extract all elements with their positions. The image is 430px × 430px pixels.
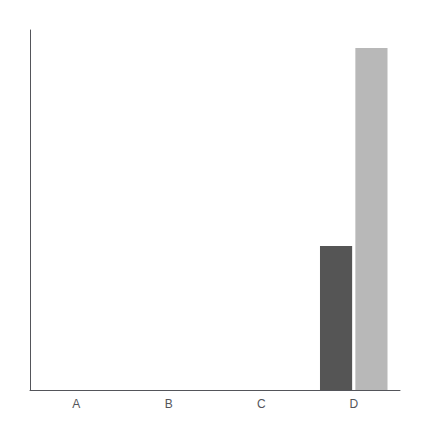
svg-text:A: A [72,397,80,411]
svg-text:C: C [257,397,266,411]
svg-text:B: B [165,397,173,411]
svg-text:D: D [349,397,358,411]
